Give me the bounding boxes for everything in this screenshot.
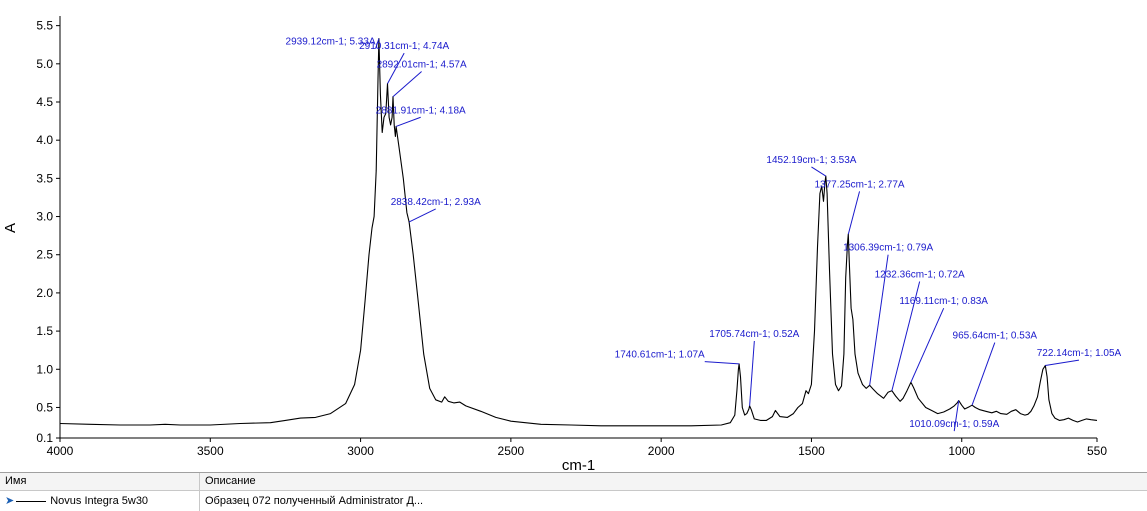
annotation-label: 965.64cm-1; 0.53A	[953, 331, 1038, 342]
y-tick-label: 5.5	[36, 19, 53, 33]
x-tick-label: 1500	[798, 444, 825, 458]
annotation-label: 1740.61cm-1; 1.07A	[615, 350, 705, 361]
y-tick-label: 2.0	[36, 286, 53, 300]
x-tick-label: 1000	[948, 444, 975, 458]
annotation-label: 1705.74cm-1; 0.52A	[709, 329, 799, 340]
legend-table: Имя Описание ➤ Novus Integra 5w30 Образе…	[0, 472, 1147, 511]
annotation-leader	[891, 281, 921, 391]
y-tick-label: 4.5	[36, 95, 53, 109]
annotation-leader	[811, 166, 827, 177]
x-tick-label: 2000	[648, 444, 675, 458]
series-line	[59, 38, 1098, 427]
y-tick-label: 3.5	[36, 171, 53, 185]
annotation-label: 1232.36cm-1; 0.72A	[875, 269, 965, 280]
x-tick-label: 4000	[47, 444, 74, 458]
annotation-leader	[395, 116, 421, 127]
annotation-label: 2939.12cm-1; 5.33A	[286, 37, 376, 48]
y-axis-title: A	[2, 223, 19, 233]
annotation-leader	[910, 307, 945, 383]
annotation-label: 1306.39cm-1; 0.79A	[843, 243, 933, 254]
annotation-label: 2910.31cm-1; 4.74A	[359, 41, 449, 52]
x-tick-label: 3500	[197, 444, 224, 458]
legend-row-name-cell[interactable]: ➤ Novus Integra 5w30	[0, 491, 200, 511]
y-tick-label: 3.0	[36, 210, 53, 224]
row-pointer-icon: ➤	[5, 495, 15, 507]
annotation-label: 1010.09cm-1; 0.59A	[909, 419, 999, 430]
y-tick-label: 0.5	[36, 400, 53, 414]
spectrum-chart: 4000 3500 3000 2500 2000 1500 1000 550 0.1 0.5 1.0…	[2, 16, 1122, 472]
annotation-label: 2838.42cm-1; 2.93A	[391, 197, 481, 208]
header-name[interactable]: Имя	[0, 473, 200, 490]
series-name: Novus Integra 5w30	[50, 495, 149, 507]
annotation-leader	[869, 254, 889, 386]
annotation-label: 1169.11cm-1; 0.83A	[899, 296, 988, 307]
annotation-label: 2892.01cm-1; 4.57A	[377, 59, 467, 70]
annotation-label: 1377.25cm-1; 2.77A	[815, 179, 905, 190]
legend-row[interactable]: ➤ Novus Integra 5w30 Образец 072 получен…	[0, 491, 1147, 511]
header-description[interactable]: Описание	[205, 475, 256, 487]
annotation-label: 722.14cm-1; 1.05A	[1037, 348, 1122, 359]
annotation-leader	[392, 71, 422, 98]
y-tick-label: 4.0	[36, 133, 53, 147]
annotation-leader	[1045, 359, 1080, 366]
annotation-leader	[704, 361, 740, 365]
x-axis-title: cm-1	[562, 457, 595, 472]
annotation-leader	[749, 340, 755, 406]
annotation-label: 2881.91cm-1; 4.18A	[376, 105, 466, 116]
y-tick-label: 1.0	[36, 362, 53, 376]
x-tick-label: 550	[1087, 444, 1107, 458]
annotation-leader	[953, 400, 960, 432]
y-tick-label: 2.5	[36, 248, 53, 262]
y-tick-label: 0.1	[36, 431, 53, 445]
annotation-leader	[847, 191, 861, 235]
legend-header: Имя Описание	[0, 473, 1147, 491]
y-tick-label: 5.0	[36, 57, 53, 71]
annotation-leader	[387, 52, 405, 84]
annotation-leader	[375, 38, 380, 49]
series-color-swatch	[16, 500, 47, 502]
chart-svg: 4000 3500 3000 2500 2000 1500 1000 550 0.1 0.5 1.0…	[2, 16, 1122, 472]
series-description: Образец 072 полученный Administrator Д..…	[205, 495, 424, 507]
annotation-leader	[408, 208, 436, 223]
x-tick-label: 2500	[498, 444, 525, 458]
y-tick-label: 1.5	[36, 324, 53, 338]
annotation-label: 1452.19cm-1; 3.53A	[766, 155, 856, 166]
annotation-leader	[971, 342, 996, 406]
x-tick-label: 3000	[347, 444, 374, 458]
